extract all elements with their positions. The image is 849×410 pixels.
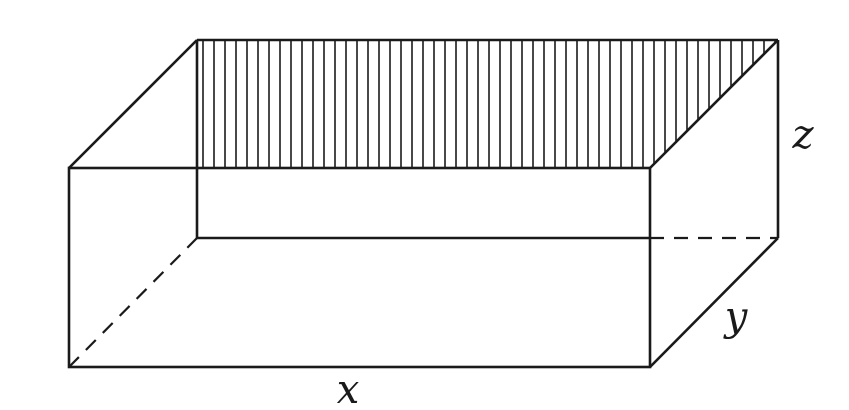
back-face-hatching <box>202 40 776 168</box>
edge-top-right-depth <box>649 39 779 169</box>
label-x: x <box>337 367 360 410</box>
hidden-edge-bottom-left-depth <box>68 237 198 368</box>
edge-top-left-depth <box>68 39 198 169</box>
front-face <box>67 166 652 369</box>
label-y: y <box>723 294 749 340</box>
edge-bottom-right-depth <box>649 237 779 368</box>
label-z: z <box>791 112 814 158</box>
